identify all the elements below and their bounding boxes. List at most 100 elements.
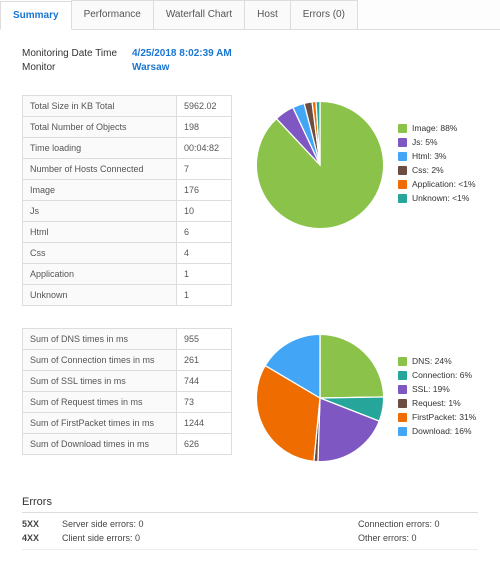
legend-item: Html: 3%	[398, 151, 476, 161]
legend-label: Image: 88%	[412, 123, 457, 133]
legend-label: DNS: 24%	[412, 356, 452, 366]
errors-title: Errors	[22, 496, 478, 513]
size-table: Total Size in KB Total5962.02Total Numbe…	[22, 95, 232, 306]
legend-swatch	[398, 166, 407, 175]
tab-performance[interactable]: Performance	[71, 0, 154, 29]
table-row: Sum of FirstPacket times in ms1244	[23, 413, 232, 434]
stat-value: 5962.02	[177, 96, 232, 117]
stat-value: 176	[177, 180, 232, 201]
time-table: Sum of DNS times in ms955Sum of Connecti…	[22, 328, 232, 455]
error-left: Client side errors: 0	[62, 533, 182, 543]
stat-label: Sum of SSL times in ms	[23, 371, 177, 392]
table-row: Sum of Download times in ms626	[23, 434, 232, 455]
legend-item: Css: 2%	[398, 165, 476, 175]
spacer	[182, 533, 358, 543]
table-row: Sum of Connection times in ms261	[23, 350, 232, 371]
legend-item: Js: 5%	[398, 137, 476, 147]
legend-item: Connection: 6%	[398, 370, 476, 380]
table-row: Sum of SSL times in ms744	[23, 371, 232, 392]
size-legend: Image: 88% Js: 5% Html: 3% Css: 2% Applicati…	[398, 123, 476, 207]
stat-label: Total Size in KB Total	[23, 96, 177, 117]
legend-swatch	[398, 371, 407, 380]
meta-monitor-label: Monitor	[22, 62, 132, 73]
legend-label: Html: 3%	[412, 151, 446, 161]
legend-label: SSL: 19%	[412, 384, 450, 394]
pie-slice-dns[interactable]	[320, 334, 384, 398]
legend-swatch	[398, 399, 407, 408]
meta-datetime: Monitoring Date Time 4/25/2018 8:02:39 A…	[22, 48, 478, 59]
legend-label: Download: 16%	[412, 426, 472, 436]
table-row: Total Number of Objects198	[23, 117, 232, 138]
table-row: Js10	[23, 201, 232, 222]
legend-swatch	[398, 413, 407, 422]
table-row: Sum of Request times in ms73	[23, 392, 232, 413]
table-row: Total Size in KB Total5962.02	[23, 96, 232, 117]
table-row: Number of Hosts Connected7	[23, 159, 232, 180]
size-chart-wrap: Image: 88% Js: 5% Html: 3% Css: 2% Applicati…	[250, 95, 478, 235]
stat-label: Sum of Request times in ms	[23, 392, 177, 413]
stat-value: 198	[177, 117, 232, 138]
tab-errors-0-[interactable]: Errors (0)	[290, 0, 358, 29]
legend-swatch	[398, 124, 407, 133]
errors-grid: 5XXServer side errors: 0Connection error…	[22, 519, 478, 550]
stat-value: 4	[177, 243, 232, 264]
legend-item: Application: <1%	[398, 179, 476, 189]
time-section: Sum of DNS times in ms955Sum of Connecti…	[22, 328, 478, 468]
stat-value: 6	[177, 222, 232, 243]
table-row: Css4	[23, 243, 232, 264]
meta-monitor: Monitor Warsaw	[22, 62, 478, 73]
stat-value: 626	[177, 434, 232, 455]
stat-label: Application	[23, 264, 177, 285]
time-chart-wrap: DNS: 24% Connection: 6% SSL: 19% Request: 1…	[250, 328, 478, 468]
stat-value: 744	[177, 371, 232, 392]
legend-label: Js: 5%	[412, 137, 438, 147]
legend-label: Application: <1%	[412, 179, 476, 189]
stat-label: Image	[23, 180, 177, 201]
meta-datetime-value: 4/25/2018 8:02:39 AM	[132, 48, 232, 59]
table-row: Html6	[23, 222, 232, 243]
legend-item: SSL: 19%	[398, 384, 476, 394]
stat-label: Sum of DNS times in ms	[23, 329, 177, 350]
legend-swatch	[398, 138, 407, 147]
legend-label: FirstPacket: 31%	[412, 412, 476, 422]
time-pie-chart	[250, 328, 390, 468]
table-row: Sum of DNS times in ms955	[23, 329, 232, 350]
stat-label: Sum of Download times in ms	[23, 434, 177, 455]
tabs-bar: SummaryPerformanceWaterfall ChartHostErr…	[0, 0, 500, 30]
meta-monitor-value[interactable]: Warsaw	[132, 62, 169, 73]
legend-item: FirstPacket: 31%	[398, 412, 476, 422]
stat-value: 00:04:82	[177, 138, 232, 159]
stat-value: 955	[177, 329, 232, 350]
meta-datetime-label: Monitoring Date Time	[22, 48, 132, 59]
legend-label: Unknown: <1%	[412, 193, 469, 203]
tab-summary[interactable]: Summary	[0, 1, 72, 30]
tab-host[interactable]: Host	[244, 0, 291, 29]
stat-label: Unknown	[23, 285, 177, 306]
stat-label: Css	[23, 243, 177, 264]
legend-swatch	[398, 357, 407, 366]
stat-label: Sum of FirstPacket times in ms	[23, 413, 177, 434]
table-row: Time loading00:04:82	[23, 138, 232, 159]
size-pie-chart	[250, 95, 390, 235]
stat-label: Sum of Connection times in ms	[23, 350, 177, 371]
stat-value: 1	[177, 285, 232, 306]
stat-value: 7	[177, 159, 232, 180]
time-legend: DNS: 24% Connection: 6% SSL: 19% Request: 1…	[398, 356, 476, 440]
legend-item: Unknown: <1%	[398, 193, 476, 203]
error-code: 5XX	[22, 519, 62, 529]
spacer	[182, 519, 358, 529]
error-right: Other errors: 0	[358, 533, 478, 543]
errors-section: Errors 5XXServer side errors: 0Connectio…	[22, 496, 478, 550]
legend-swatch	[398, 385, 407, 394]
stat-value: 1	[177, 264, 232, 285]
legend-item: Download: 16%	[398, 426, 476, 436]
legend-swatch	[398, 194, 407, 203]
legend-swatch	[398, 427, 407, 436]
stat-label: Js	[23, 201, 177, 222]
legend-label: Request: 1%	[412, 398, 461, 408]
legend-swatch	[398, 180, 407, 189]
legend-swatch	[398, 152, 407, 161]
stat-label: Time loading	[23, 138, 177, 159]
stat-label: Number of Hosts Connected	[23, 159, 177, 180]
tab-waterfall-chart[interactable]: Waterfall Chart	[153, 0, 245, 29]
